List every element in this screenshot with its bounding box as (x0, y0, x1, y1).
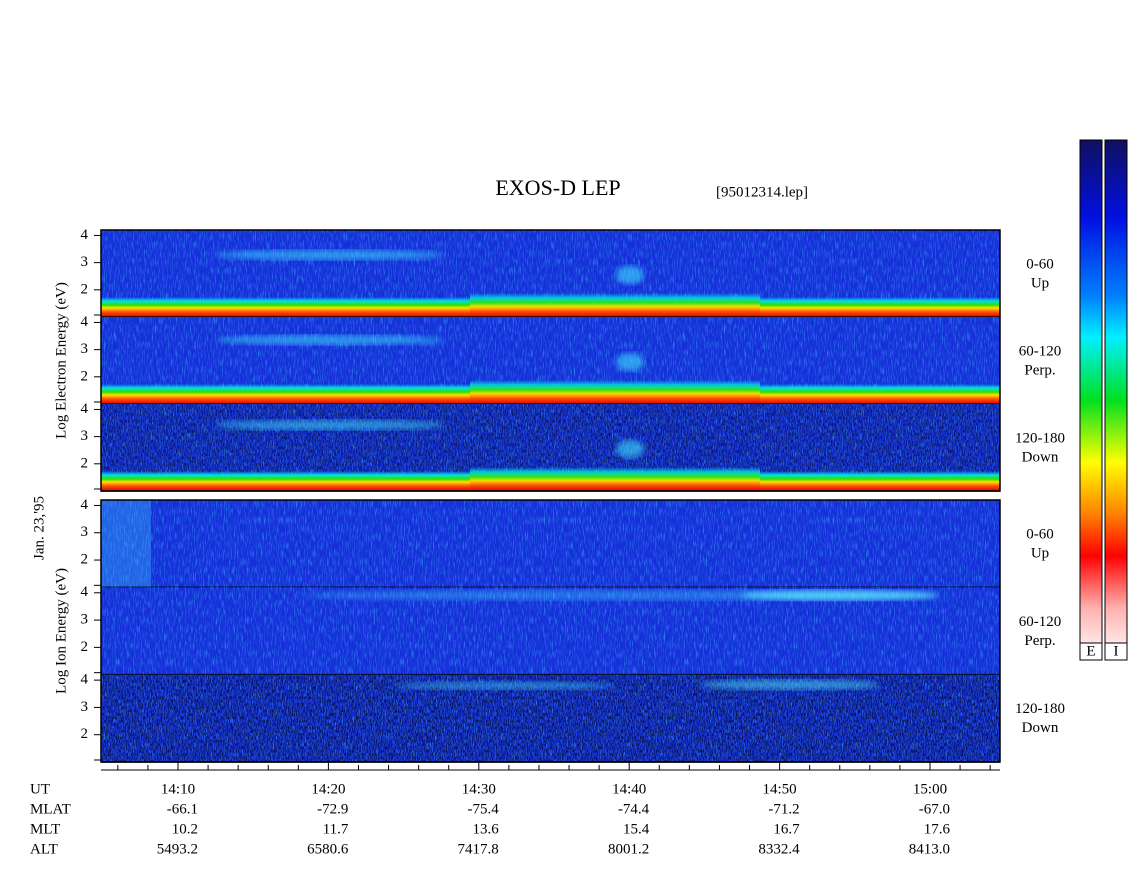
panel-label: 0-60 (1026, 256, 1054, 272)
row-label: ALT (30, 841, 58, 857)
y-tick-label: 3 (81, 428, 89, 444)
color-bar-label: I (1114, 643, 1119, 659)
row-value: 10.2 (172, 821, 198, 837)
row-value: -71.2 (768, 801, 799, 817)
row-value: -72.9 (317, 801, 348, 817)
panel-label: Down (1022, 449, 1059, 465)
date-label: Jan. 23,'95 (31, 496, 47, 560)
row-value: 13.6 (473, 821, 500, 837)
panel-label: Perp. (1024, 633, 1055, 649)
row-value: 8001.2 (608, 841, 649, 857)
plot-frame (100, 499, 1001, 763)
row-value: -67.0 (919, 801, 950, 817)
row-value: 16.7 (773, 821, 800, 837)
y-tick-label: 2 (81, 726, 89, 742)
band (470, 293, 760, 317)
row-value: 15.4 (623, 821, 650, 837)
x-tick-label: 14:40 (612, 781, 646, 797)
row-value: 7417.8 (458, 841, 499, 857)
feature (740, 590, 940, 601)
panel-label: 0-60 (1026, 526, 1054, 542)
panel-noise (101, 587, 1000, 675)
row-value: 5493.2 (157, 841, 198, 857)
row-label: UT (30, 781, 50, 797)
row-value: 8413.0 (909, 841, 950, 857)
y-axis-label: Log Ion Energy (eV) (53, 568, 69, 694)
y-axis-label: Log Electron Energy (eV) (53, 282, 69, 439)
feature (616, 353, 644, 371)
x-tick-label: 15:00 (913, 781, 947, 797)
row-value: -74.4 (618, 801, 650, 817)
file-name: [95012314.lep] (716, 184, 808, 200)
plot-frame (100, 229, 1001, 492)
feature (395, 681, 615, 690)
x-tick-label: 14:50 (763, 781, 797, 797)
band (470, 380, 760, 404)
y-tick-label: 4 (81, 314, 89, 330)
row-value: -66.1 (167, 801, 198, 817)
row-value: 11.7 (323, 821, 349, 837)
panel-label: 60-120 (1019, 343, 1062, 359)
x-tick-label: 14:20 (311, 781, 345, 797)
row-label: MLT (30, 821, 60, 837)
y-tick-label: 2 (81, 639, 89, 655)
panel-label: Down (1022, 720, 1059, 736)
y-tick-label: 4 (81, 227, 89, 243)
feature (700, 679, 880, 690)
color-bar-label-box (1104, 642, 1128, 661)
row-value: -75.4 (468, 801, 500, 817)
y-tick-label: 2 (81, 368, 89, 384)
panel-label: 60-120 (1019, 614, 1062, 630)
feature (215, 335, 445, 345)
y-tick-label: 4 (81, 584, 89, 600)
x-tick-label: 14:30 (462, 781, 496, 797)
panel-label: Up (1031, 275, 1049, 291)
x-tick-label: 14:10 (161, 781, 195, 797)
feature (616, 266, 644, 284)
feature (215, 250, 445, 260)
panel-label: Perp. (1024, 362, 1055, 378)
y-tick-label: 3 (81, 612, 89, 628)
y-tick-label: 2 (81, 455, 89, 471)
y-tick-label: 2 (81, 281, 89, 297)
color-bar-label: E (1086, 643, 1095, 659)
panel-label: 120-180 (1015, 430, 1065, 446)
y-tick-label: 3 (81, 341, 89, 357)
y-tick-label: 4 (81, 497, 89, 513)
feature (215, 420, 445, 430)
panel-label: 120-180 (1015, 701, 1065, 717)
feature (616, 440, 644, 458)
row-label: MLAT (30, 801, 71, 817)
y-tick-label: 4 (81, 401, 89, 417)
panel-noise (101, 500, 1000, 588)
chart-title: EXOS-D LEP (495, 175, 620, 200)
y-tick-label: 3 (81, 524, 89, 540)
row-value: 17.6 (924, 821, 951, 837)
feature (101, 500, 151, 588)
row-value: 6580.6 (307, 841, 349, 857)
y-tick-label: 3 (81, 699, 89, 715)
band (470, 467, 760, 491)
y-tick-label: 4 (81, 672, 89, 688)
color-bar (1104, 139, 1128, 661)
y-tick-label: 2 (81, 551, 89, 567)
row-value: 8332.4 (758, 841, 800, 857)
color-bar-label-box (1079, 642, 1103, 661)
y-tick-label: 3 (81, 254, 89, 270)
color-bar (1079, 139, 1103, 661)
panel-label: Up (1031, 545, 1049, 561)
